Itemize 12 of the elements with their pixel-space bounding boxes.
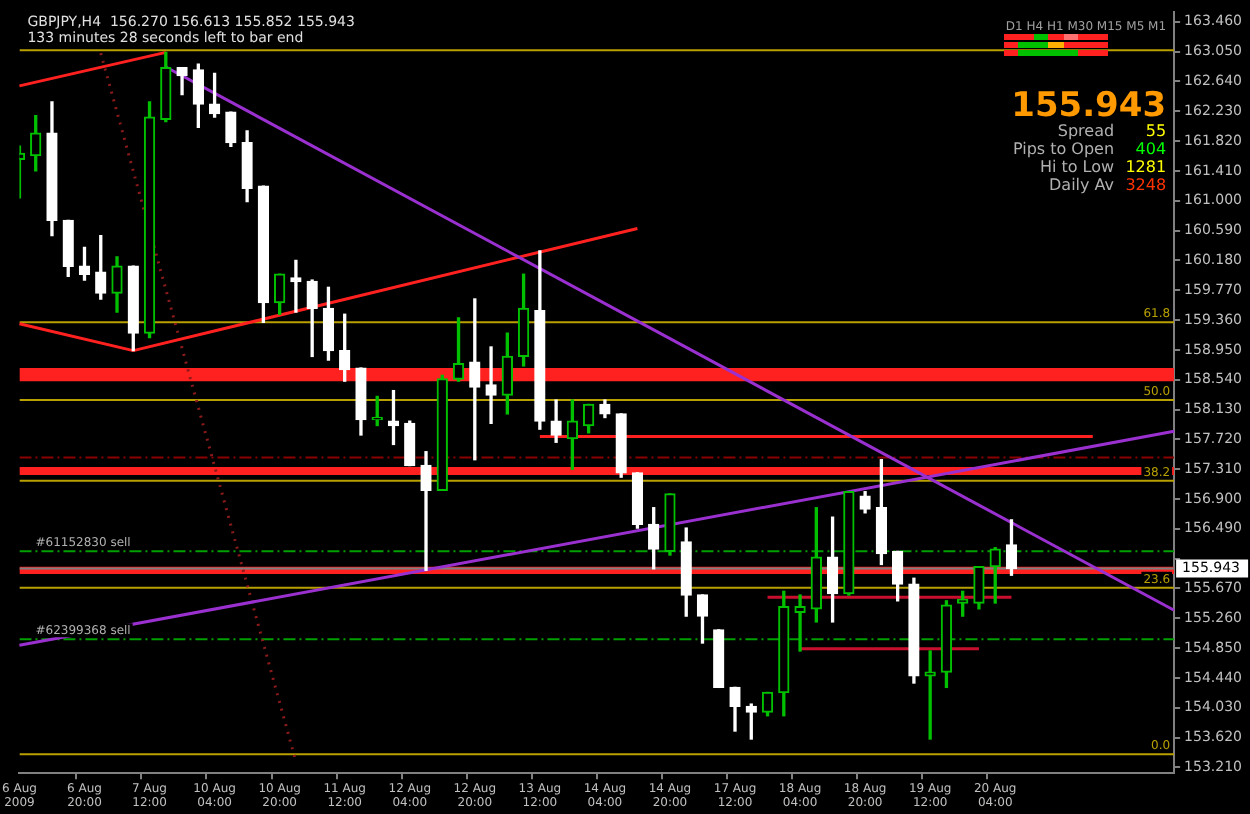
annotation: 55 <box>1145 122 1167 141</box>
candlestick <box>420 451 432 571</box>
annotation: 3248 <box>1125 176 1167 195</box>
annotation: 155.943 <box>1011 86 1167 127</box>
candlestick <box>794 594 806 652</box>
annotation: Hi to Low <box>1039 158 1116 177</box>
annotation: 1281 <box>1125 158 1167 177</box>
annotation: Daily Av <box>1049 176 1115 195</box>
candlestick <box>485 346 497 425</box>
annotation: Spread <box>1057 122 1115 141</box>
annotation: Pips to Open <box>1012 140 1115 159</box>
annotation: 404 <box>1135 140 1167 159</box>
